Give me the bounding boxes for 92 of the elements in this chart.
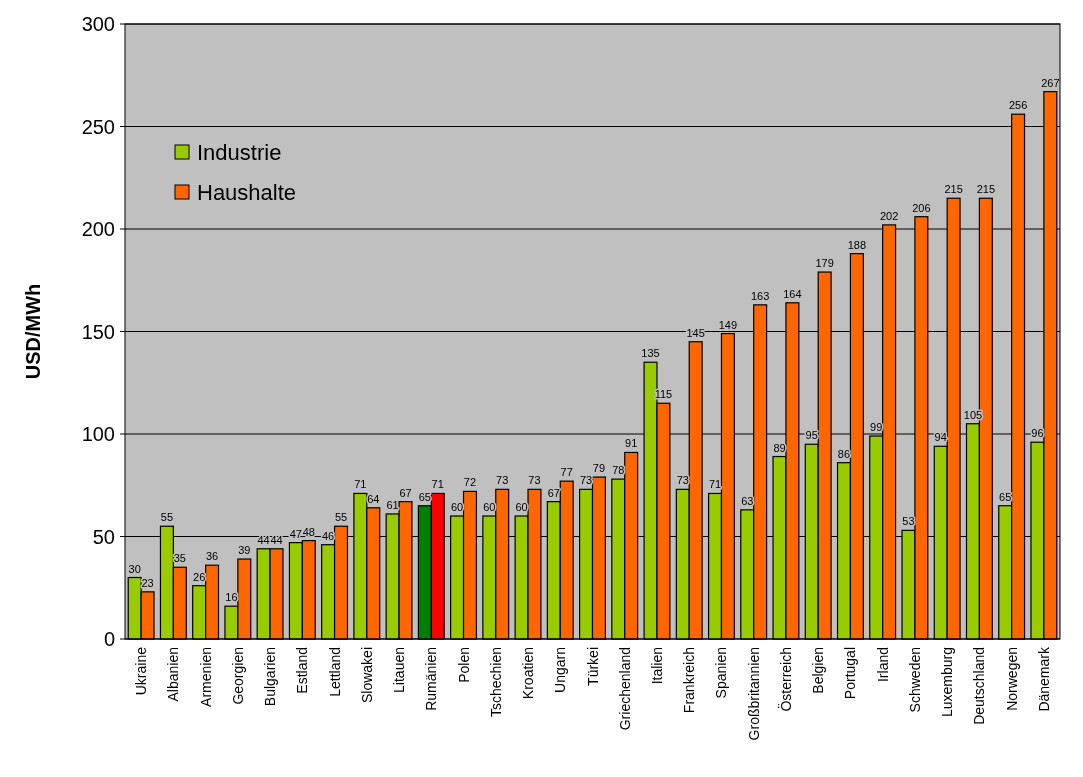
data-label: 64 — [367, 492, 380, 505]
data-label: 72 — [463, 476, 477, 489]
data-label: 215 — [944, 183, 963, 196]
data-label: 89 — [773, 441, 786, 454]
x-tick-label: Norwegen — [1003, 647, 1020, 711]
x-tick-label: Österreich — [776, 647, 794, 712]
y-tick-label: 150 — [81, 320, 115, 343]
data-label: 60 — [483, 501, 496, 513]
data-label: 44 — [257, 533, 270, 546]
x-tick-label: Ungarn — [552, 647, 569, 693]
x-tick-label: Ukraine — [133, 646, 150, 696]
data-label: 91 — [625, 437, 638, 450]
data-label: 23 — [141, 576, 154, 589]
data-label: 179 — [815, 257, 834, 270]
x-tick-label: Polen — [455, 647, 472, 683]
data-label: 95 — [805, 429, 818, 442]
x-tick-label: Deutschland — [971, 647, 988, 725]
data-label: 206 — [912, 201, 931, 214]
data-label: 73 — [528, 474, 541, 487]
x-tick-label: Großbritannien — [745, 647, 762, 741]
y-tick-label: 50 — [92, 525, 115, 548]
x-tick-label: Litauen — [391, 647, 408, 693]
data-label: 99 — [870, 421, 883, 434]
data-label: 63 — [741, 494, 754, 507]
data-label: 55 — [160, 511, 174, 524]
legend-label: Haushalte — [197, 179, 297, 205]
data-label: 86 — [837, 447, 851, 460]
x-tick-label: Portugal — [842, 647, 859, 700]
x-tick-label: Estland — [294, 647, 311, 694]
data-label: 71 — [708, 478, 722, 491]
data-label: 188 — [847, 238, 867, 251]
data-label: 60 — [515, 501, 528, 513]
x-tick-label: Bulgarien — [262, 647, 279, 707]
data-label: 44 — [270, 533, 283, 546]
x-tick-label: Frankreich — [681, 647, 698, 714]
x-tick-label: Luxemburg — [939, 647, 956, 718]
y-tick-label: 300 — [81, 13, 115, 35]
data-label: 135 — [641, 347, 660, 360]
data-label: 61 — [386, 498, 399, 511]
data-label: 39 — [238, 544, 251, 557]
y-axis-title: USD/MWh — [22, 283, 44, 380]
data-label: 55 — [334, 511, 348, 524]
legend-label: Industrie — [197, 139, 282, 165]
y-tick-label: 0 — [103, 628, 115, 650]
data-label: 36 — [205, 550, 219, 563]
data-label: 65 — [999, 490, 1012, 503]
data-label: 53 — [902, 515, 915, 528]
y-tick-label: 250 — [81, 115, 115, 138]
data-label: 67 — [399, 486, 412, 499]
x-tick-label: Irland — [874, 647, 891, 683]
data-label: 30 — [128, 562, 141, 575]
data-label: 77 — [560, 466, 573, 479]
x-tick-label: Tschechien — [487, 647, 504, 718]
data-label: 73 — [579, 474, 593, 487]
data-label: 79 — [592, 462, 606, 475]
data-label: 67 — [547, 486, 560, 499]
data-label: 163 — [750, 289, 770, 302]
y-tick-label: 100 — [81, 423, 115, 445]
x-tick-label: Belgien — [810, 647, 827, 694]
data-label: 256 — [1008, 99, 1028, 112]
data-label: 60 — [450, 501, 464, 513]
x-tick-label: Italien — [648, 647, 665, 685]
x-tick-label: Rumänien — [423, 647, 440, 711]
data-label: 94 — [934, 431, 947, 444]
data-label: 215 — [976, 183, 996, 196]
x-tick-label: Schweden — [906, 647, 923, 713]
x-tick-label: Slowakei — [358, 647, 375, 704]
data-label: 149 — [718, 318, 738, 331]
x-tick-label: Griechenland — [616, 647, 633, 731]
data-label: 73 — [676, 474, 689, 487]
x-tick-label: Lettland — [326, 647, 343, 697]
data-label: 96 — [1031, 427, 1044, 440]
x-tick-label: Armenien — [197, 647, 214, 707]
data-label: 73 — [496, 474, 509, 487]
data-label: 267 — [1041, 76, 1060, 89]
x-tick-label: Kroatien — [520, 647, 537, 700]
x-tick-label: Türkei — [584, 647, 601, 686]
data-label: 71 — [431, 478, 444, 491]
data-label: 65 — [418, 490, 431, 503]
data-label: 164 — [783, 287, 802, 300]
data-label: 35 — [173, 552, 186, 565]
y-tick-label: 200 — [81, 218, 115, 240]
data-label: 202 — [879, 209, 899, 222]
x-tick-label: Spanien — [713, 647, 730, 699]
data-label: 48 — [302, 525, 315, 538]
data-label: 26 — [193, 570, 206, 583]
x-tick-label: Georgien — [229, 647, 246, 705]
x-tick-label: Dänemark — [1035, 646, 1052, 712]
x-tick-label: Albanien — [165, 647, 182, 702]
data-label: 71 — [354, 478, 367, 491]
data-label: 78 — [612, 464, 625, 477]
data-label: 16 — [225, 591, 238, 604]
